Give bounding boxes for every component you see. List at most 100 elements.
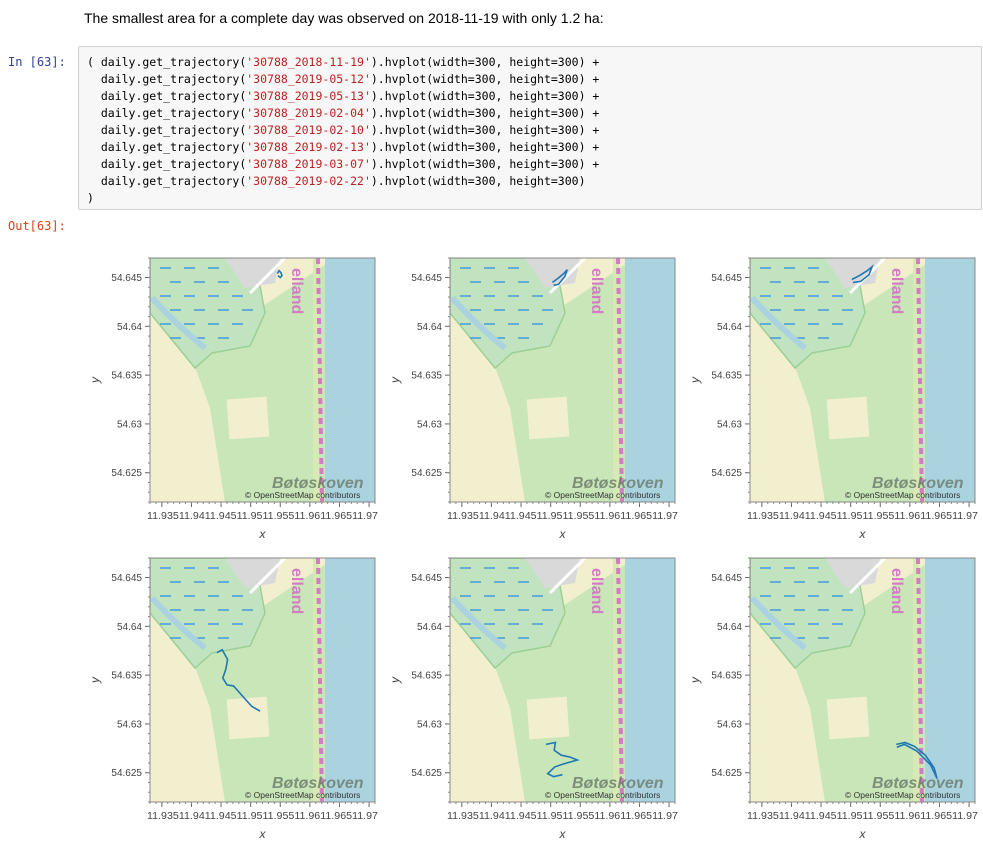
x-tick-labels: 11.93511.9411.94511.9511.95511.9611.9651… [747,811,978,822]
x-axis-label: x [859,827,867,841]
y-tick-label: 54.635 [711,371,742,382]
trajectory-line [545,741,580,778]
trajectory-plot-4[interactable]: elland Bøtøskoven © OpenStreetMap contribu… [85,550,385,850]
code-text: daily.get_trajectory( [87,140,247,154]
y-tick-label: 54.635 [411,671,442,682]
y-tick-label: 54.625 [111,468,142,479]
y-tick-label: 54.625 [411,768,442,779]
boundary-line [916,558,924,802]
code-text: daily.get_trajectory( [87,123,247,137]
built-area [525,258,580,288]
code-line: daily.get_trajectory('30788_2019-05-13')… [87,89,600,103]
code-text: ).hvplot(width=300, height=300) + [370,157,600,171]
y-tick-label: 54.64 [117,622,142,633]
y-tick-label: 54.63 [117,719,142,730]
code-text: ).hvplot(width=300, height=300) + [370,55,600,69]
osm-credit: © OpenStreetMap contributors [545,490,660,500]
y-axis-label: y [688,376,702,384]
sea-area [625,558,675,802]
boundary-line [616,258,624,502]
y-tick-label: 54.64 [717,622,742,633]
trajectory-plot-3[interactable]: elland Bøtøskoven © OpenStreetMap contribu… [685,250,983,550]
clearing [526,696,570,740]
road [248,558,287,595]
x-tick-labels: 11.93511.9411.94511.9511.95511.9611.9651… [747,511,978,522]
osm-credit: © OpenStreetMap contributors [845,490,960,500]
boundary-line [616,558,624,802]
code-text: daily.get_trajectory( [87,174,247,188]
plot-svg: elland Bøtøskoven© OpenStreetMap contribu… [388,257,678,541]
code-line: daily.get_trajectory('30788_2019-02-10')… [87,123,600,137]
sea-area [925,558,975,802]
osm-credit: © OpenStreetMap contributors [245,790,360,800]
channel [450,595,507,651]
code-line: daily.get_trajectory('30788_2019-05-12')… [87,72,600,86]
y-tick-label: 54.64 [117,322,142,333]
trajectory-plot-5[interactable]: elland Bøtøskoven © OpenStreetMap contribu… [385,550,685,850]
dune-strip [313,558,319,802]
trajectory-plot-2[interactable]: elland Bøtøskoven © OpenStreetMap contribu… [385,250,685,550]
markdown-text: The smallest area for a complete day was… [84,10,604,26]
basemap: elland Bøtøskoven [450,558,675,802]
x-axis-label: x [259,827,267,841]
y-tick-label: 54.63 [717,719,742,730]
code-text: ).hvplot(width=300, height=300) [370,174,586,188]
road-label: elland [588,268,605,314]
y-tick-label: 54.635 [411,371,442,382]
trajectory-plot-6[interactable]: elland Bøtøskoven © OpenStreetMap contribu… [685,550,983,850]
code-text: ( daily.get_trajectory( [87,55,247,69]
y-tick-label: 54.625 [711,768,742,779]
clearing [526,396,570,440]
trajectory-line [896,741,938,779]
code-text: daily.get_trajectory( [87,106,247,120]
code-line: daily.get_trajectory('30788_2019-02-13')… [87,140,600,154]
basemap: elland Bøtøskoven [450,258,675,502]
built-area [225,558,280,588]
code-string: '30788_2019-02-10' [246,123,371,137]
y-tick-label: 54.63 [417,419,442,430]
y-tick-label: 54.64 [417,322,442,333]
place-label: Bøtøskoven [572,775,664,792]
x-tick-labels: 11.93511.9411.94511.9511.95511.9611.9651… [147,811,378,822]
road [548,558,587,595]
y-axis-label: y [88,376,102,384]
channel [150,295,207,351]
place-label: Bøtøskoven [272,475,364,492]
y-tick-label: 54.625 [111,768,142,779]
osm-credit: © OpenStreetMap contributors [845,790,960,800]
sea-area [325,558,375,802]
trajectory-plot-1[interactable]: elland Bøtøskoven © OpenStreetMap contribu… [85,250,385,550]
y-tick-label: 54.64 [717,322,742,333]
code-text: ) [87,191,94,205]
code-string: '30788_2018-11-19' [246,55,371,69]
y-tick-label: 54.635 [111,371,142,382]
clearing [826,396,870,440]
plot-svg: elland Bøtøskoven© OpenStreetMap contribu… [88,257,378,541]
channel [450,295,507,351]
y-axis-label: y [88,676,102,684]
code-text: ).hvplot(width=300, height=300) + [370,140,600,154]
clearing [226,396,270,440]
park-area [790,258,935,502]
y-tick-label: 54.645 [711,273,742,284]
code-line: daily.get_trajectory('30788_2019-02-22')… [87,174,586,188]
x-axis-label: x [859,527,867,541]
code-cell[interactable]: ( daily.get_trajectory('30788_2018-11-19… [78,46,982,210]
y-tick-label: 54.63 [717,419,742,430]
code-line: ) [87,191,94,205]
code-text: ).hvplot(width=300, height=300) + [370,72,600,86]
boundary-line [316,258,324,502]
output-prompt: Out[63]: [8,219,66,233]
place-label: Bøtøskoven [872,775,964,792]
place-label: Bøtøskoven [872,475,964,492]
code-text: daily.get_trajectory( [87,89,247,103]
clearing [826,696,870,740]
park-area [190,258,335,502]
trajectory-line [851,264,874,284]
park-area [790,558,935,802]
built-area [825,558,880,588]
trajectory-line [276,269,283,279]
dune-strip [913,258,919,502]
y-tick-label: 54.645 [111,273,142,284]
code-string: '30788_2019-05-13' [246,89,371,103]
